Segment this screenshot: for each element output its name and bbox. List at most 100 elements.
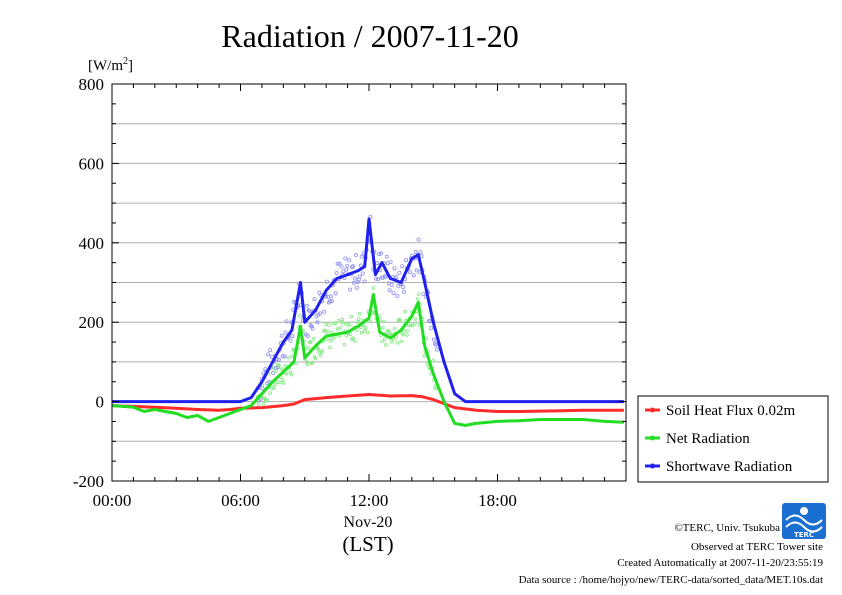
net-sample-point xyxy=(401,332,405,337)
credit-site: Observed at TERC Tower site xyxy=(691,541,823,553)
shortwave-sample-point xyxy=(352,280,357,285)
net-sample-point xyxy=(263,397,268,402)
x-axis-timezone: (LST) xyxy=(342,532,393,556)
net-sample-point xyxy=(273,382,277,387)
net-sample-point xyxy=(424,336,429,341)
net-sample-point xyxy=(335,327,340,331)
net-sample-point xyxy=(313,356,318,361)
shortwave-sample-point xyxy=(354,285,359,290)
shortwave-sample-point xyxy=(328,294,333,299)
shortwave-sample-point xyxy=(347,258,352,263)
net-sample-point xyxy=(371,286,376,290)
net-sample-point xyxy=(289,372,294,377)
x-tick-label: 12:00 xyxy=(350,491,389,510)
shortwave-sample-point xyxy=(337,261,342,266)
shortwave-sample-point xyxy=(375,261,380,266)
y-axis-unit-sup: 2 xyxy=(123,56,128,67)
shortwave-sample-point xyxy=(386,281,391,286)
net-sample-point xyxy=(353,339,357,344)
shortwave-sample-point xyxy=(404,258,409,263)
net-sample-point xyxy=(405,333,409,337)
net-sample-point xyxy=(331,321,336,326)
shortwave-sample-point xyxy=(283,330,288,335)
net-sample-point xyxy=(359,330,364,335)
net-sample-point xyxy=(330,330,334,335)
net-sample-point xyxy=(327,323,331,327)
shortwave-sample-point xyxy=(407,270,412,275)
net-sample-point xyxy=(311,337,316,341)
net-sample-point xyxy=(407,323,411,328)
shortwave-sample-point xyxy=(318,311,323,316)
net-sample-point xyxy=(362,329,367,333)
net-sample-point xyxy=(383,337,387,341)
credit-created: Created Automatically at 2007-11-20/23:5… xyxy=(617,557,823,569)
net-sample-point xyxy=(270,386,274,391)
net-sample-point xyxy=(318,353,323,358)
net-sample-point xyxy=(351,336,355,341)
shortwave-sample-point xyxy=(329,298,334,303)
shortwave-sample-point xyxy=(309,324,314,329)
series-line-1 xyxy=(111,292,624,427)
net-sample-point xyxy=(326,337,330,342)
y-tick-label: 0 xyxy=(96,393,105,412)
axis-ticks xyxy=(111,83,627,482)
shortwave-sample-point xyxy=(357,274,362,279)
terc-logo-wave-icon xyxy=(785,514,823,526)
shortwave-sample-point xyxy=(416,237,421,242)
shortwave-sample-point xyxy=(345,263,350,268)
net-sample-point xyxy=(308,340,313,344)
shortwave-sample-point xyxy=(322,309,327,314)
shortwave-sample-point xyxy=(400,264,405,269)
shortwave-sample-point xyxy=(351,264,356,269)
net-sample-point xyxy=(387,330,392,334)
net-sample-point xyxy=(341,321,346,326)
net-sample-point xyxy=(365,330,370,335)
shortwave-sample-point xyxy=(388,260,393,265)
shortwave-sample-point xyxy=(429,326,434,331)
net-sample-point xyxy=(357,317,361,321)
net-sample-point xyxy=(348,332,352,337)
shortwave-sample-point xyxy=(414,268,419,273)
net-sample-point xyxy=(395,341,400,345)
y-tick-labels: 800 600 400 200 0 -200 xyxy=(73,75,104,491)
shortwave-sample-point xyxy=(359,254,364,259)
net-sample-point xyxy=(357,311,362,316)
net-sample-point xyxy=(356,320,360,324)
y-tick-label: 800 xyxy=(79,75,105,94)
shortwave-sample-point xyxy=(268,348,273,353)
net-sample-point xyxy=(412,321,417,326)
shortwave-sample-point xyxy=(433,342,438,347)
shortwave-sample-point xyxy=(335,261,340,266)
shortwave-sample-point xyxy=(389,282,394,287)
shortwave-sample-point xyxy=(418,250,423,255)
terc-logo-wave2-icon xyxy=(785,521,823,533)
net-sample-point xyxy=(333,321,338,326)
net-sample-point xyxy=(329,338,333,343)
scatter-points xyxy=(255,214,439,407)
net-sample-point xyxy=(344,333,349,338)
y-axis-unit-base: [W/m xyxy=(88,58,123,74)
shortwave-sample-point xyxy=(362,279,367,284)
net-sample-point xyxy=(298,314,302,318)
shortwave-sample-point xyxy=(284,319,289,324)
net-sample-point xyxy=(340,317,345,322)
net-sample-point xyxy=(277,380,282,385)
shortwave-sample-point xyxy=(378,251,383,256)
net-sample-point xyxy=(316,347,321,351)
net-sample-point xyxy=(284,371,289,376)
net-sample-point xyxy=(265,398,270,403)
net-sample-point xyxy=(274,369,278,373)
terc-logo-text: TERC xyxy=(794,531,814,539)
net-sample-point xyxy=(310,360,315,365)
shortwave-sample-point xyxy=(288,338,293,343)
x-tick-label: 18:00 xyxy=(478,491,517,510)
legend-label: Shortwave Radiation xyxy=(666,459,793,475)
credit-copyright: ©TERC, Univ. Tsukuba xyxy=(674,522,780,534)
terc-logo-drop-icon xyxy=(800,507,808,515)
net-sample-point xyxy=(347,323,351,327)
shortwave-sample-point xyxy=(431,337,436,342)
shortwave-sample-point xyxy=(353,253,358,258)
shortwave-sample-point xyxy=(377,251,382,256)
y-axis-unit-close: ] xyxy=(128,58,133,74)
shortwave-sample-point xyxy=(397,270,402,275)
